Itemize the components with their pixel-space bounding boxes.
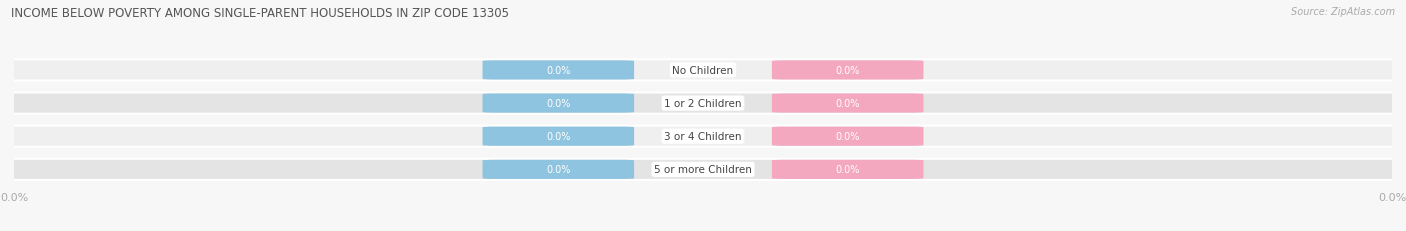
Text: Source: ZipAtlas.com: Source: ZipAtlas.com — [1291, 7, 1395, 17]
FancyBboxPatch shape — [7, 126, 1399, 147]
Text: INCOME BELOW POVERTY AMONG SINGLE-PARENT HOUSEHOLDS IN ZIP CODE 13305: INCOME BELOW POVERTY AMONG SINGLE-PARENT… — [11, 7, 509, 20]
Text: 0.0%: 0.0% — [546, 66, 571, 76]
Text: 0.0%: 0.0% — [835, 132, 860, 142]
FancyBboxPatch shape — [482, 94, 634, 113]
Text: No Children: No Children — [672, 66, 734, 76]
FancyBboxPatch shape — [772, 94, 924, 113]
FancyBboxPatch shape — [482, 127, 634, 146]
FancyBboxPatch shape — [482, 160, 634, 179]
FancyBboxPatch shape — [772, 61, 924, 80]
Text: 0.0%: 0.0% — [546, 132, 571, 142]
Text: 0.0%: 0.0% — [835, 99, 860, 109]
Text: 1 or 2 Children: 1 or 2 Children — [664, 99, 742, 109]
Text: 5 or more Children: 5 or more Children — [654, 165, 752, 175]
Text: 0.0%: 0.0% — [546, 99, 571, 109]
Text: 3 or 4 Children: 3 or 4 Children — [664, 132, 742, 142]
FancyBboxPatch shape — [482, 61, 634, 80]
FancyBboxPatch shape — [772, 160, 924, 179]
FancyBboxPatch shape — [772, 127, 924, 146]
FancyBboxPatch shape — [7, 93, 1399, 114]
Text: 0.0%: 0.0% — [835, 165, 860, 175]
FancyBboxPatch shape — [7, 60, 1399, 81]
FancyBboxPatch shape — [7, 159, 1399, 180]
Text: 0.0%: 0.0% — [546, 165, 571, 175]
Text: 0.0%: 0.0% — [835, 66, 860, 76]
